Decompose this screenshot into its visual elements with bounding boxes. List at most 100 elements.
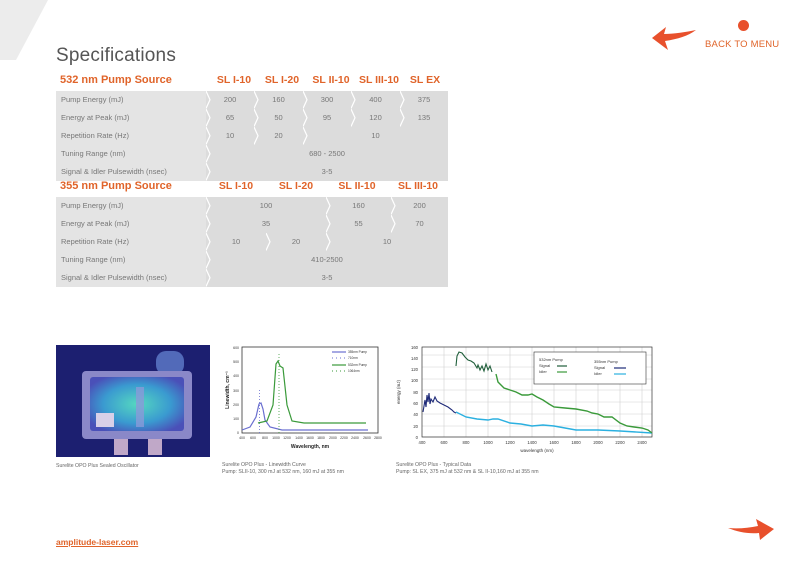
- row-label: Pump Energy (mJ): [61, 95, 124, 104]
- svg-text:1200: 1200: [283, 436, 291, 440]
- svg-text:100: 100: [233, 417, 239, 421]
- table-row: Tuning Range (nm) 410-2500: [56, 251, 448, 269]
- table-title: 532 nm Pump Source: [60, 74, 172, 86]
- chevron-separator: [206, 197, 211, 215]
- table-cell: 20: [254, 127, 303, 145]
- table-cell: 200: [391, 197, 448, 215]
- svg-text:500: 500: [233, 360, 239, 364]
- caption-line: Surelite OPO Plus - Typical Data: [396, 462, 472, 468]
- svg-text:1000: 1000: [483, 440, 493, 445]
- chevron-separator: [326, 215, 331, 233]
- arrow-left-icon: [652, 27, 696, 50]
- svg-text:600: 600: [250, 436, 256, 440]
- svg-text:1600: 1600: [549, 440, 559, 445]
- energy-chart: 160 140 120 100 80 60 40 20 0 400 600 80…: [396, 345, 653, 453]
- chevron-separator: [266, 233, 271, 251]
- row-label: Tuning Range (nm): [61, 149, 126, 158]
- table-header: 532 nm Pump Source SL I-10 SL I-20 SL II…: [56, 74, 448, 91]
- svg-text:1400: 1400: [527, 440, 537, 445]
- table-row: Pump Energy (mJ) 100 160 200: [56, 197, 448, 215]
- chevron-separator: [303, 91, 308, 109]
- svg-text:710nm: 710nm: [348, 356, 358, 360]
- column-header: SL EX: [409, 74, 441, 86]
- svg-text:0: 0: [237, 431, 239, 435]
- column-header: SL III-10: [397, 180, 439, 192]
- column-header: SL III-10: [358, 74, 400, 86]
- row-label: Energy at Peak (mJ): [61, 113, 130, 122]
- chevron-separator: [391, 215, 396, 233]
- svg-text:2000: 2000: [593, 440, 603, 445]
- svg-text:1800: 1800: [317, 436, 325, 440]
- column-header: SL I-10: [218, 180, 254, 192]
- table-cell: 680 - 2500: [206, 145, 448, 163]
- oscillator-photo: [56, 345, 210, 457]
- svg-text:1800: 1800: [571, 440, 581, 445]
- column-header: SL II-10: [312, 74, 350, 86]
- svg-text:1200: 1200: [505, 440, 515, 445]
- table-row: Signal & Idler Pulsewidth (nsec) 3-5: [56, 163, 448, 181]
- row-label: Energy at Peak (mJ): [61, 219, 130, 228]
- svg-text:800: 800: [262, 436, 268, 440]
- table-row: Energy at Peak (mJ) 65 50 95 120 135: [56, 109, 448, 127]
- table-cell: 135: [400, 109, 448, 127]
- table-cell: 70: [391, 215, 448, 233]
- page-title: Specifications: [56, 45, 177, 66]
- chevron-separator: [206, 91, 211, 109]
- table-cell: 10: [206, 127, 254, 145]
- column-header: SL I-20: [278, 180, 314, 192]
- chevron-separator: [206, 127, 211, 145]
- svg-text:100: 100: [411, 378, 419, 383]
- row-label: Signal & Idler Pulsewidth (nsec): [61, 167, 167, 176]
- table-title: 355 nm Pump Source: [60, 180, 172, 192]
- svg-text:20: 20: [413, 424, 418, 429]
- chevron-separator: [351, 109, 356, 127]
- table-row: Energy at Peak (mJ) 35 55 70: [56, 215, 448, 233]
- svg-text:Idler: Idler: [594, 371, 602, 376]
- table-cell: 400: [351, 91, 400, 109]
- svg-text:Linewidth, cm⁻¹: Linewidth, cm⁻¹: [225, 371, 231, 409]
- table-cell: 300: [303, 91, 351, 109]
- figure-caption: Surelite OPO Plus - Typical Data Pump: S…: [396, 462, 539, 476]
- svg-text:2600: 2600: [363, 436, 371, 440]
- website-link[interactable]: amplitude-laser.com: [56, 537, 139, 547]
- spec-table-355: 355 nm Pump Source SL I-10 SL I-20 SL II…: [56, 180, 448, 287]
- next-page-arrow-icon[interactable]: [728, 518, 774, 542]
- svg-text:0: 0: [416, 435, 419, 440]
- svg-text:1400: 1400: [295, 436, 303, 440]
- table-row: Signal & Idler Pulsewidth (nsec) 3-5: [56, 269, 448, 287]
- chevron-separator: [254, 109, 259, 127]
- table-cell: 35: [206, 215, 326, 233]
- column-header: SL I-20: [264, 74, 300, 86]
- chevron-separator: [303, 109, 308, 127]
- svg-text:Signal: Signal: [594, 365, 605, 370]
- chevron-separator: [351, 91, 356, 109]
- svg-text:140: 140: [411, 356, 419, 361]
- svg-text:355nm Pump: 355nm Pump: [348, 350, 367, 354]
- svg-text:2200: 2200: [615, 440, 625, 445]
- table-cell: 3-5: [206, 163, 448, 181]
- back-to-menu-button[interactable]: BACK TO MENU: [652, 18, 792, 56]
- svg-text:2800: 2800: [374, 436, 382, 440]
- chevron-separator: [400, 109, 405, 127]
- chevron-separator: [254, 91, 259, 109]
- chevron-separator: [206, 145, 211, 163]
- svg-text:400: 400: [233, 374, 239, 378]
- linewidth-chart: 600 500 400 300 200 100 0 400 600 800 10…: [225, 346, 382, 450]
- table-cell: 65: [206, 109, 254, 127]
- svg-text:600: 600: [233, 346, 239, 350]
- table-cell: 160: [254, 91, 303, 109]
- table-row: Pump Energy (mJ) 200 160 300 400 375: [56, 91, 448, 109]
- svg-text:80: 80: [413, 390, 418, 395]
- corner-decoration: [0, 0, 48, 60]
- chevron-separator: [206, 269, 211, 287]
- row-label: Tuning Range (nm): [61, 255, 126, 264]
- svg-text:400: 400: [419, 440, 427, 445]
- svg-text:120: 120: [411, 367, 419, 372]
- table-row: Repetition Rate (Hz) 10 20 10: [56, 127, 448, 145]
- chevron-separator: [400, 91, 405, 109]
- chevron-separator: [326, 233, 331, 251]
- figure-caption: Surelite OPO Plus - Linewidth Curve Pump…: [222, 462, 344, 476]
- row-label: Signal & Idler Pulsewidth (nsec): [61, 273, 167, 282]
- svg-text:energy (mJ): energy (mJ): [396, 380, 401, 405]
- table-cell: 20: [266, 233, 326, 251]
